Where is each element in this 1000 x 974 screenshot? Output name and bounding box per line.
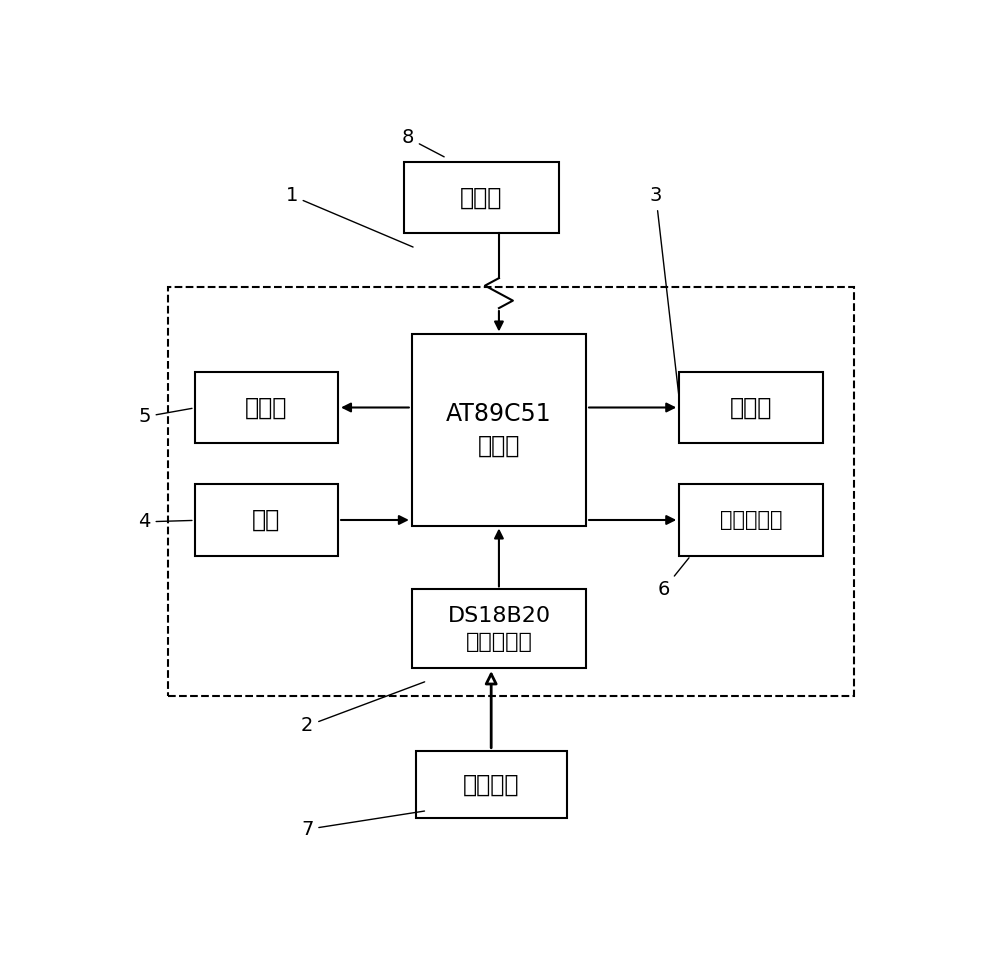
Text: 稳压电源: 稳压电源 [463, 772, 519, 797]
Text: 键盘: 键盘 [252, 508, 281, 532]
Text: 3: 3 [650, 186, 679, 395]
Text: 4: 4 [138, 512, 192, 532]
Bar [195, 372, 338, 443]
Text: 6: 6 [657, 558, 689, 599]
Bar [404, 162, 559, 233]
Text: 上位机: 上位机 [460, 185, 503, 209]
Text: 5: 5 [138, 407, 192, 427]
Text: 7: 7 [301, 811, 425, 839]
Bar [412, 589, 586, 668]
Bar [416, 751, 567, 818]
Bar [195, 484, 338, 555]
Text: DS18B20
温度传感器: DS18B20 温度传感器 [447, 606, 550, 652]
Bar [679, 484, 822, 555]
Bar [168, 287, 854, 695]
Text: 8: 8 [402, 129, 444, 157]
Text: 声光报警器: 声光报警器 [720, 510, 782, 530]
Text: 2: 2 [301, 682, 425, 735]
Text: AT89C51
单片机: AT89C51 单片机 [446, 402, 552, 458]
Bar [412, 334, 586, 526]
Text: 加热器: 加热器 [730, 395, 772, 420]
Text: 显示器: 显示器 [245, 395, 288, 420]
Text: 1: 1 [285, 186, 413, 247]
Bar [679, 372, 822, 443]
